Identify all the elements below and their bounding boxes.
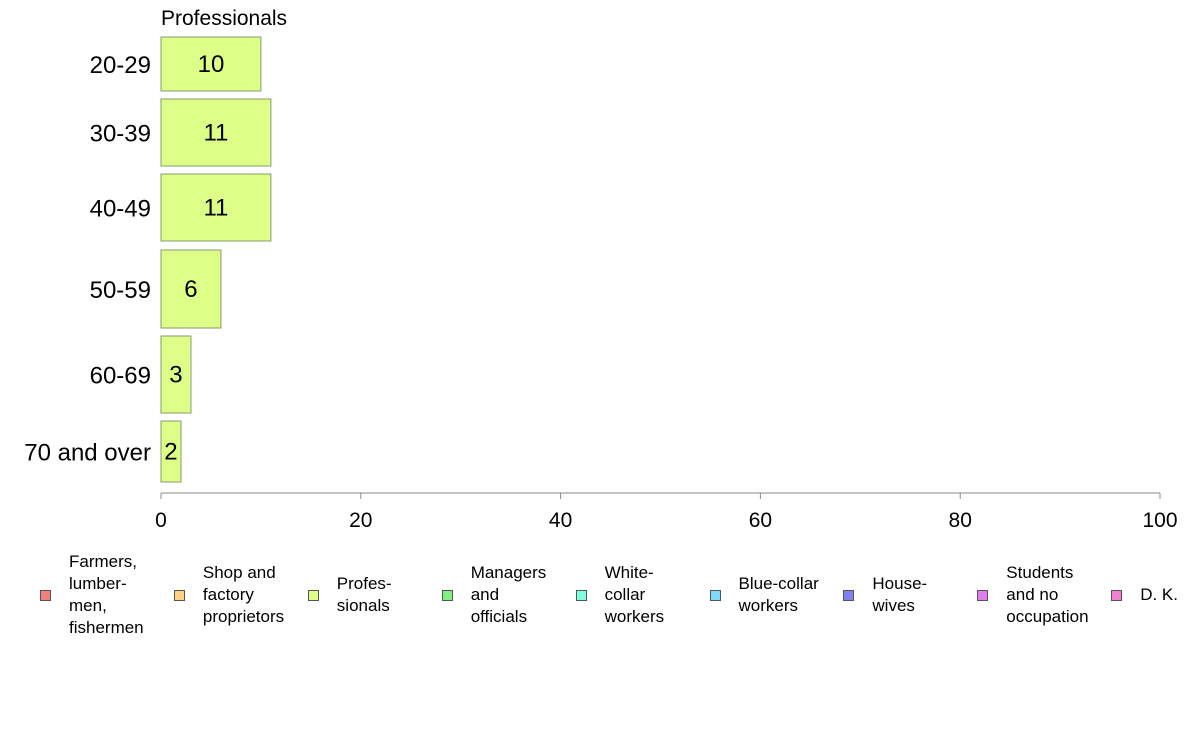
x-tick-label: 40 bbox=[549, 509, 572, 532]
x-tick-label: 60 bbox=[749, 509, 772, 532]
legend-swatch bbox=[575, 589, 587, 601]
category-label: 50-59 bbox=[90, 277, 151, 304]
legend-label: Students and no occupation bbox=[1006, 563, 1089, 626]
legend-item: Managers and officials bbox=[441, 550, 547, 640]
x-tick-label: 0 bbox=[155, 509, 167, 532]
legend-item: Shop and factory proprietors bbox=[173, 550, 285, 640]
bar-value-label: 2 bbox=[164, 439, 177, 466]
category-label: 20-29 bbox=[90, 52, 151, 79]
bar-value-label: 6 bbox=[184, 276, 197, 303]
legend-item: Blue-collar workers bbox=[709, 550, 819, 640]
x-tick-label: 100 bbox=[1142, 509, 1177, 532]
legend-swatch bbox=[173, 589, 185, 601]
legend-label: White- collar workers bbox=[604, 563, 665, 626]
legend-item: Farmers, lumber- men, fishermen bbox=[40, 550, 144, 640]
category-label: 60-69 bbox=[90, 363, 151, 390]
bar-chart: Professionals 10 20-29 11 30-39 11 40-49 6 50-59… bbox=[24, 7, 1177, 532]
bar-value-label: 11 bbox=[203, 195, 228, 222]
legend-item: House- wives bbox=[843, 550, 927, 640]
legend-label: House- wives bbox=[872, 574, 928, 615]
bar bbox=[160, 36, 262, 92]
category-label: 70 and over bbox=[24, 440, 151, 467]
bar bbox=[160, 420, 182, 483]
legend-swatch bbox=[977, 589, 989, 601]
category-label: 40-49 bbox=[90, 196, 151, 223]
bar bbox=[160, 249, 222, 329]
legend-swatch bbox=[40, 589, 51, 601]
legend-item: Profes- sionals bbox=[307, 550, 392, 640]
legend-swatch bbox=[441, 589, 453, 601]
legend-label: Farmers, lumber- men, fishermen bbox=[69, 552, 144, 637]
bar-value-label: 10 bbox=[198, 51, 225, 78]
legend-label: Profes- sionals bbox=[336, 574, 392, 615]
legend-swatch bbox=[709, 589, 721, 601]
bar bbox=[160, 98, 272, 167]
x-tick-label: 20 bbox=[349, 509, 372, 532]
legend-item: Students and no occupation bbox=[977, 550, 1089, 640]
bar bbox=[160, 173, 272, 242]
legend-label: Blue-collar workers bbox=[738, 574, 819, 615]
legend-swatch bbox=[307, 589, 319, 601]
legend-item: White- collar workers bbox=[575, 550, 665, 640]
legend-label: Managers and officials bbox=[470, 563, 547, 626]
legend-swatch bbox=[843, 589, 855, 601]
chart-title: Professionals bbox=[161, 7, 287, 30]
category-label: 30-39 bbox=[90, 121, 151, 148]
legend-swatch bbox=[1111, 589, 1123, 601]
legend: Farmers, lumber- men, fishermen Shop and … bbox=[0, 550, 1188, 640]
bar-value-label: 3 bbox=[169, 362, 182, 389]
bar-value-label: 11 bbox=[203, 120, 228, 147]
legend-item: D. K. bbox=[1111, 550, 1178, 640]
legend-label: D. K. bbox=[1140, 585, 1178, 604]
bar bbox=[160, 335, 192, 414]
legend-label: Shop and factory proprietors bbox=[202, 563, 285, 626]
x-tick-label: 80 bbox=[949, 509, 972, 532]
